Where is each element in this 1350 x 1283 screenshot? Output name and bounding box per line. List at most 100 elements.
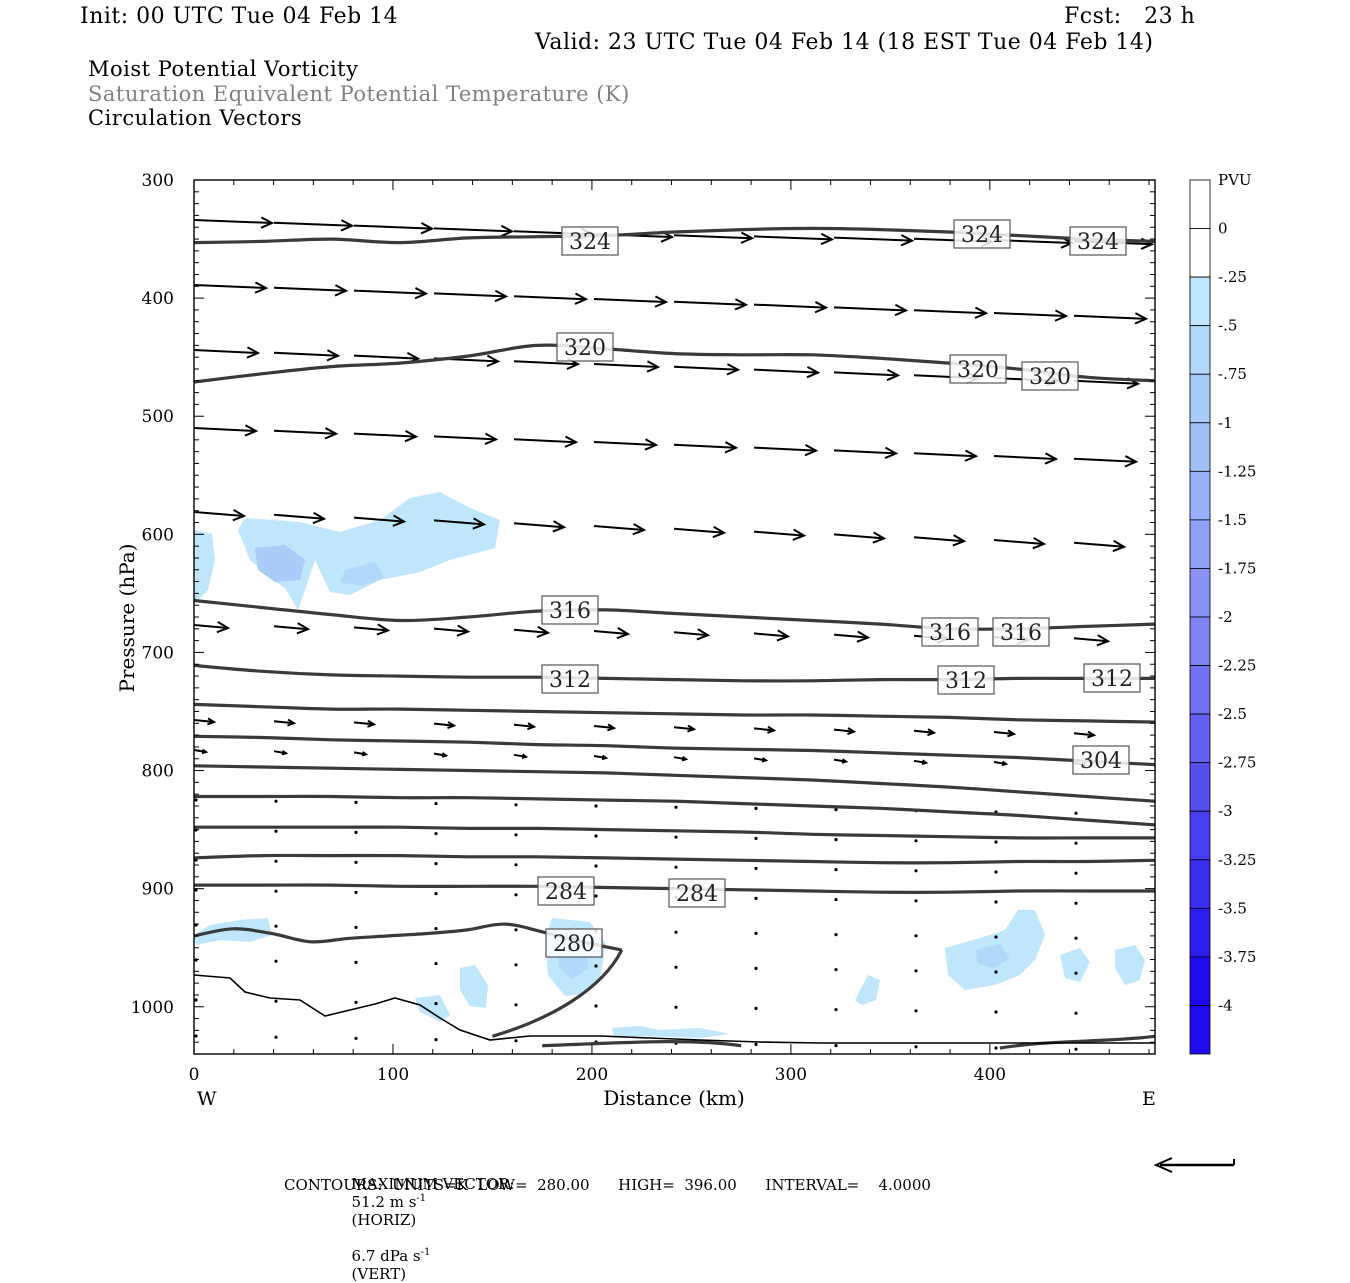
vector-shaft (433, 227, 513, 233)
contour-label: 320 (1029, 365, 1071, 390)
theta-contour-292 (194, 825, 1155, 840)
vector-shaft (673, 234, 753, 240)
vector-dot (594, 864, 598, 868)
valid-time: Valid: 23 UTC Tue 04 Feb 14 (18 EST Tue … (535, 30, 1154, 55)
vector-shaft (353, 626, 389, 632)
colorbar-segment (1189, 568, 1211, 618)
vector-dot (1074, 971, 1078, 975)
vector-shaft (1073, 732, 1095, 737)
vector-shaft (273, 429, 337, 435)
cross-section-chart: 324 324 324 320 320 320 316 316 316 312 312 312 304 2… (115, 171, 1256, 1173)
vector-head (1032, 537, 1047, 550)
vector-head (740, 231, 755, 244)
vector-dot (514, 928, 518, 932)
circulation-vector (673, 724, 697, 733)
colorbar-segment (1189, 179, 1211, 229)
circulation-vector (753, 528, 807, 541)
vector-head (646, 360, 661, 373)
vector-head (726, 363, 741, 376)
colorbar-title: PVU (1218, 171, 1252, 189)
vector-dot (994, 1046, 998, 1050)
vector-shaft (513, 295, 587, 301)
vector-head (216, 621, 231, 634)
vector-head (724, 441, 739, 454)
colorbar-segment (1189, 956, 1211, 1006)
contour-label: 284 (676, 882, 718, 907)
vector-dot (674, 805, 678, 809)
vector-shaft (433, 292, 507, 298)
colorbar-segment (1189, 810, 1211, 861)
circulation-vector (194, 748, 209, 755)
vector-shaft (353, 289, 427, 295)
colorbar-label: -.75 (1218, 365, 1247, 383)
vector-shaft (833, 728, 855, 733)
max-vector-horiz: 51.2 m s (351, 1193, 417, 1211)
horiz-exponent: -1 (416, 1193, 427, 1204)
vector-shaft (673, 365, 739, 371)
vector-shaft (433, 435, 497, 441)
circulation-vector (513, 625, 551, 638)
vector-dot (1074, 1047, 1078, 1051)
contour-label-box (953, 219, 1011, 249)
circulation-vector (353, 514, 407, 527)
vector-dot (914, 899, 918, 903)
vector-head (472, 517, 487, 530)
circulation-vector (513, 435, 579, 448)
vector-shaft (273, 513, 325, 520)
x-tick-label: 0 (189, 1065, 200, 1085)
vector-head (687, 724, 697, 733)
vector-head (232, 509, 247, 522)
vector-head (927, 728, 937, 737)
vector-dot (354, 830, 358, 835)
vector-dot (754, 836, 758, 841)
vector-dot (994, 840, 998, 844)
vector-shaft (833, 533, 885, 540)
vector-dot (354, 1000, 358, 1005)
vector-head (334, 284, 349, 297)
colorbar-label: -1.25 (1218, 462, 1256, 480)
vector-head (792, 528, 807, 541)
circulation-vector (513, 292, 589, 305)
vector-dot (514, 833, 518, 837)
circulation-vector (753, 301, 829, 314)
vector-head (1001, 760, 1009, 767)
vector-head (521, 753, 529, 759)
vector-dot (834, 898, 838, 902)
circulation-vector (673, 231, 755, 244)
vector-shaft (913, 536, 965, 543)
vector-head (574, 292, 589, 305)
theta-contour-312 (194, 663, 1155, 683)
vector-dot (754, 1006, 758, 1011)
colorbar-label: -.5 (1218, 317, 1237, 335)
vector-head (324, 427, 339, 440)
circulation-vector (833, 303, 909, 317)
circulation-vectors (194, 216, 1155, 1051)
vector-dot (834, 933, 838, 937)
vector-head (886, 368, 901, 382)
circulation-vector (353, 222, 435, 235)
vector-shaft (433, 722, 455, 727)
contour-label-box (537, 876, 595, 906)
circulation-vector (913, 449, 979, 462)
vector-shaft (433, 627, 469, 633)
circulation-vector (194, 717, 217, 726)
vector-dot (834, 868, 838, 872)
circulation-vector (833, 727, 857, 735)
vector-shaft (913, 729, 935, 734)
x-tick-label: 400 (974, 1065, 1006, 1085)
colorbar-segment (1189, 325, 1211, 375)
vector-head (814, 301, 829, 314)
contour-labels: 324 324 324 320 320 320 316 316 316 312 312 312 304 2… (537, 219, 1141, 958)
circulation-vector (273, 511, 327, 525)
vector-dot (514, 803, 518, 807)
x-tick-label: 200 (576, 1065, 608, 1085)
contour-label-box (992, 617, 1050, 647)
circulation-vector (593, 360, 661, 373)
vector-shaft (513, 628, 549, 634)
circulation-vector (433, 517, 487, 530)
vector-shaft (673, 527, 725, 534)
vector-dot (754, 1042, 758, 1046)
vector-dot (1074, 811, 1078, 815)
circulation-vector (753, 757, 769, 763)
vector-dot (274, 1035, 278, 1039)
